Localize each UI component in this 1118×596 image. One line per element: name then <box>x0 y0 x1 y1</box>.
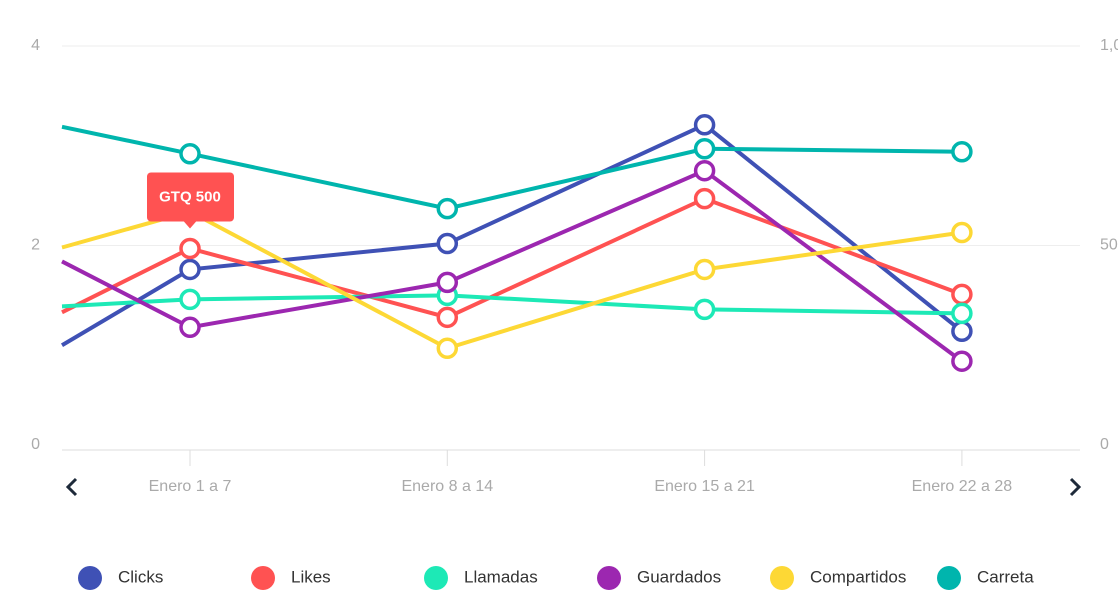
point <box>436 337 459 359</box>
next-arrow[interactable] <box>1069 477 1082 497</box>
point <box>951 320 973 343</box>
y2-tick-label: 500 <box>1100 237 1118 254</box>
point <box>179 258 201 281</box>
point <box>436 197 459 220</box>
point <box>951 350 973 372</box>
legend-label: Compartidos <box>810 567 906 586</box>
tooltip-box <box>147 172 234 222</box>
legend-label: Guardados <box>637 567 721 586</box>
legend-swatch <box>597 566 621 590</box>
point <box>693 187 716 210</box>
point <box>693 159 716 182</box>
prev-arrow-icon[interactable] <box>65 477 78 497</box>
point <box>436 232 459 255</box>
y-tick-label: 0 <box>31 436 40 453</box>
prev-arrow[interactable] <box>65 477 78 497</box>
tooltip-pointer <box>183 220 197 229</box>
point <box>693 114 716 136</box>
point <box>179 237 201 260</box>
point <box>951 283 973 306</box>
legend-swatch <box>424 566 448 590</box>
y2-tick-label: 1,000 <box>1100 37 1118 54</box>
point <box>951 302 973 325</box>
point <box>693 258 716 281</box>
legend-label: Carreta <box>977 567 1034 586</box>
y2-tick-label: 0 <box>1100 436 1109 453</box>
y-tick-label: 2 <box>31 237 40 254</box>
point <box>436 306 459 329</box>
legend-label: Llamadas <box>464 567 538 586</box>
legend-swatch <box>78 566 102 590</box>
legend-swatch <box>937 566 961 590</box>
x-tick-label: Enero 1 a 7 <box>149 478 232 495</box>
point <box>179 288 201 311</box>
legend-label: Likes <box>291 567 331 586</box>
point <box>179 142 201 165</box>
point <box>693 298 716 321</box>
point <box>951 221 973 244</box>
x-tick-label: Enero 15 a 21 <box>654 478 755 495</box>
next-arrow-icon[interactable] <box>1069 477 1082 497</box>
x-tick-label: Enero 22 a 28 <box>912 478 1013 495</box>
y-tick-label: 4 <box>31 37 40 54</box>
tooltip-text: GTQ 500 <box>159 188 221 205</box>
point <box>179 316 201 339</box>
legend-label: Clicks <box>118 567 163 586</box>
tooltip: GTQ 500 <box>147 172 234 229</box>
legend-swatch <box>251 566 275 590</box>
x-tick-label: Enero 8 a 14 <box>401 478 493 495</box>
point <box>693 137 716 160</box>
point <box>436 271 459 294</box>
legend-swatch <box>770 566 794 590</box>
point <box>951 140 973 163</box>
